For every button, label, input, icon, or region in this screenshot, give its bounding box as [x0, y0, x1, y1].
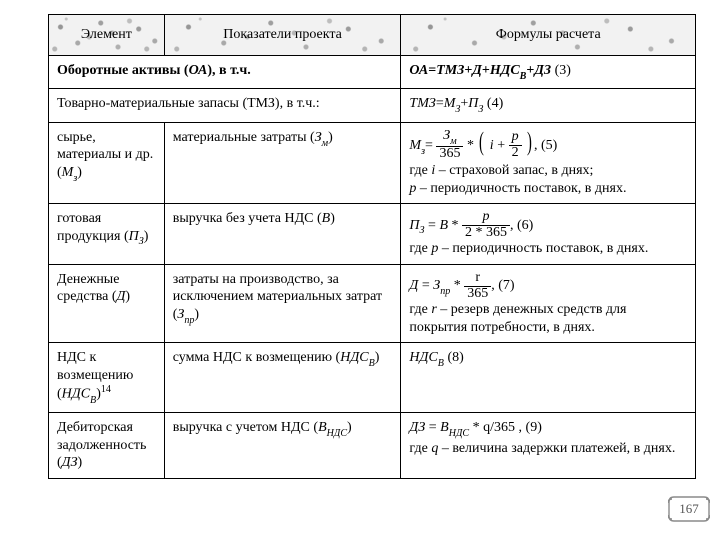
pz-frac: p2 * 365	[462, 210, 510, 240]
cell-dz-indicator: выручка с учетом НДС (ВНДС)	[164, 413, 401, 479]
document-page: Элемент Показатели проекта Формулы расче…	[0, 0, 720, 540]
table-row: Оборотные активы (ОА), в т.ч. ОА=ТМЗ+Д+Н…	[49, 56, 696, 89]
table-row: Дебиторская задолженность (ДЗ) выручка с…	[49, 413, 696, 479]
d-frac: r365	[464, 271, 491, 301]
table-row: Денежные средства (Д) затраты на произво…	[49, 264, 696, 342]
mz-formula: Мз= Зм365 * ( i + p2 ), (5)	[409, 138, 557, 153]
page-number: 167	[668, 496, 710, 522]
header-indicators-label: Показатели проекта	[223, 27, 342, 42]
cell-d-formula: Д = Зпр * r365, (7) где r – резерв денеж…	[401, 264, 696, 342]
oa-paren: (ОА), в т.ч.	[184, 63, 251, 78]
cell-dz-title: Дебиторская задолженность (ДЗ)	[49, 413, 165, 479]
dz-note: где q – величина задержки платежей, в дн…	[409, 441, 675, 456]
cell-mz-indicator: материальные затраты (Зм)	[164, 122, 401, 203]
pz-formula: ПЗ = В * p2 * 365, (6)	[409, 218, 533, 233]
cell-nds-formula: НДСВ (8)	[401, 343, 696, 413]
cell-tmz-formula: ТМЗ=МЗ+ПЗ (4)	[401, 89, 696, 122]
tmz-formula: ТМЗ=МЗ+ПЗ (4)	[409, 96, 503, 111]
cell-tmz-title: Товарно-материальные запасы (ТМЗ), в т.ч…	[49, 89, 401, 122]
table-row: Товарно-материальные запасы (ТМЗ), в т.ч…	[49, 89, 696, 122]
cell-mz-title: сырье, материалы и др. (Мз)	[49, 122, 165, 203]
cell-oa-formula: ОА=ТМЗ+Д+НДСВ+ДЗ (3)	[401, 56, 696, 89]
cell-mz-formula: Мз= Зм365 * ( i + p2 ), (5) где i – стра…	[401, 122, 696, 203]
table-row: сырье, материалы и др. (Мз) материальные…	[49, 122, 696, 203]
header-indicators: Показатели проекта	[164, 15, 401, 56]
d-formula: Д = Зпр * r365, (7)	[409, 278, 514, 293]
header-element: Элемент	[49, 15, 165, 56]
cell-d-title: Денежные средства (Д)	[49, 264, 165, 342]
cell-pz-formula: ПЗ = В * p2 * 365, (6) где p – периодичн…	[401, 204, 696, 265]
cell-oa-title: Оборотные активы (ОА), в т.ч.	[49, 56, 401, 89]
table-header-row: Элемент Показатели проекта Формулы расче…	[49, 15, 696, 56]
cell-nds-title: НДС к возмещению (НДСВ)14	[49, 343, 165, 413]
cell-pz-title: готовая продукция (ПЗ)	[49, 204, 165, 265]
big-right-paren-icon: )	[527, 130, 532, 154]
header-element-label: Элемент	[81, 27, 132, 42]
table-row: готовая продукция (ПЗ) выручка без учета…	[49, 204, 696, 265]
cell-d-indicator: затраты на производство, за исключением …	[164, 264, 401, 342]
cell-dz-formula: ДЗ = ВНДС * q/365 , (9) где q – величина…	[401, 413, 696, 479]
dz-formula: ДЗ = ВНДС * q/365 , (9)	[409, 420, 541, 435]
header-formulas: Формулы расчета	[401, 15, 696, 56]
nds-formula: НДСВ (8)	[409, 350, 463, 365]
pz-note: где p – периодичность поставок, в днях.	[409, 241, 648, 256]
mz-frac2: p2	[509, 130, 522, 160]
big-left-paren-icon: (	[479, 130, 484, 154]
cell-nds-indicator: сумма НДС к возмещению (НДСВ)	[164, 343, 401, 413]
table-row: НДС к возмещению (НДСВ)14 сумма НДС к во…	[49, 343, 696, 413]
formulas-table: Элемент Показатели проекта Формулы расче…	[48, 14, 696, 479]
d-note: где r – резерв денежных средств для покр…	[409, 302, 626, 335]
cell-pz-indicator: выручка без учета НДС (В)	[164, 204, 401, 265]
mz-frac1: Зм365	[436, 129, 463, 162]
oa-label: Оборотные активы	[57, 63, 180, 78]
page-number-badge: 167	[668, 496, 710, 522]
header-formulas-label: Формулы расчета	[496, 27, 601, 42]
mz-note: где i – страховой запас, в днях; p – пер…	[409, 163, 626, 196]
oa-formula: ОА=ТМЗ+Д+НДСВ+ДЗ (3)	[409, 63, 570, 78]
